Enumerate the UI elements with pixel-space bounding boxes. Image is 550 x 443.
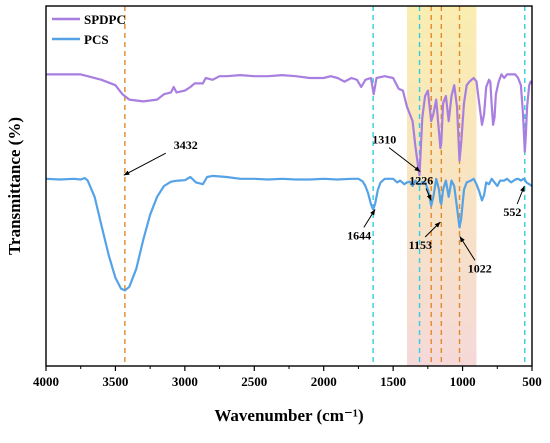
x-axis-ticks: 4000 3500 3000 2500 2000 1500 1000 500 <box>33 366 542 389</box>
y-axis-title: Transmittance (%) <box>5 117 24 255</box>
legend-label-pcs: PCS <box>84 32 109 47</box>
x-tick-label: 2000 <box>311 374 337 389</box>
annotation-arrowhead <box>459 236 465 243</box>
annotation-arrow-line <box>123 152 166 176</box>
annotation-arrowhead <box>434 222 441 228</box>
series-line-pcs <box>45 174 533 292</box>
x-tick-label: 4000 <box>33 374 59 389</box>
legend-label-spdpc: SPDPC <box>84 12 126 27</box>
x-tick-label: 3500 <box>102 374 128 389</box>
reference-lines <box>124 6 526 366</box>
annotation-1022: 1022 <box>459 236 492 275</box>
annotation-arrowhead <box>520 186 525 192</box>
annotation-552: 552 <box>503 185 525 219</box>
x-tick-label: 3000 <box>172 374 198 389</box>
x-tick-label: 500 <box>522 374 542 389</box>
x-tick-label: 1000 <box>450 374 476 389</box>
annotation-label: 1153 <box>409 238 432 252</box>
annotation-label: 1644 <box>347 228 371 242</box>
x-tick-label: 1500 <box>380 374 406 389</box>
annotation-label: 1310 <box>372 133 396 147</box>
annotation-3432: 3432 <box>123 138 198 176</box>
annotation-label: 1226 <box>409 173 433 187</box>
annotation-label: 3432 <box>174 138 198 152</box>
peak-annotations: 3432 1310 1644 1226 1153 1022 552 <box>123 133 525 275</box>
x-axis-title: Wavenumber (cm⁻¹) <box>214 406 363 425</box>
x-tick-label: 2500 <box>241 374 267 389</box>
legend: SPDPC PCS <box>52 12 126 47</box>
annotation-label: 1022 <box>468 261 492 275</box>
annotation-arrowhead <box>426 194 432 201</box>
annotation-1310: 1310 <box>372 133 421 172</box>
annotation-1226: 1226 <box>409 173 433 201</box>
series-lines <box>45 73 533 292</box>
annotation-arrow-line <box>388 147 421 172</box>
annotation-label: 552 <box>503 205 521 219</box>
series-line-spdpc <box>46 73 533 177</box>
annotation-1644: 1644 <box>347 209 376 242</box>
annotation-1153: 1153 <box>409 221 441 252</box>
annotation-arrowhead <box>370 209 376 216</box>
annotation-arrowhead <box>414 166 421 172</box>
annotation-arrowhead <box>123 170 130 176</box>
